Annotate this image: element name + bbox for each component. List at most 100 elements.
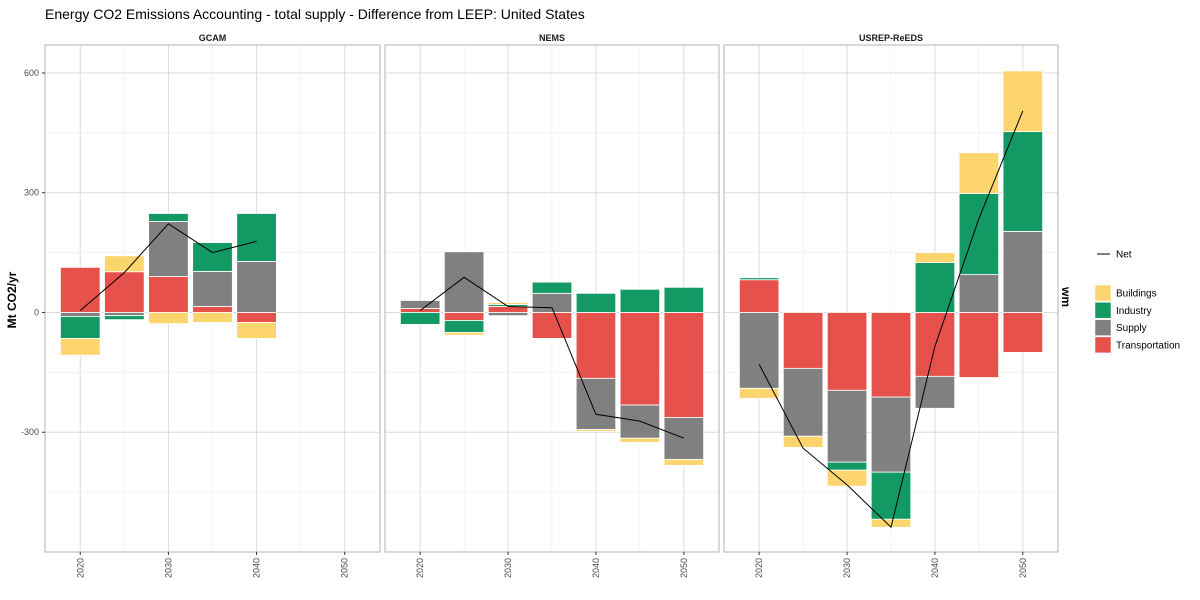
bar-segment-buildings: [148, 312, 189, 325]
bar-segment-industry: [399, 312, 441, 325]
y-axis: -300 0 300 600: [21, 68, 45, 437]
bar-segment-industry: [1002, 131, 1044, 232]
bar-segment-supply: [531, 292, 573, 313]
bar-segment-industry: [104, 315, 145, 321]
bar-segment-transportation: [399, 308, 441, 313]
x-tick-label: 2020: [75, 558, 85, 578]
bar-segment-transportation: [148, 276, 189, 313]
bar-segment-industry: [531, 281, 573, 294]
legend: Net Buildings Industry Supply Transportation: [1094, 250, 1180, 354]
right-strip-label: wm: [1059, 286, 1073, 307]
chart-title: Energy CO2 Emissions Accounting - total …: [45, 6, 585, 22]
bar-segment-industry: [826, 461, 868, 471]
panel-strip: [724, 29, 1058, 45]
bar-segment-transportation: [914, 312, 956, 377]
y-tick-label: -300: [21, 427, 39, 437]
bar-segment-buildings: [104, 255, 145, 273]
bar-segment-supply: [192, 270, 233, 307]
bar-segment-transportation: [826, 312, 868, 391]
legend-key-buildings: [1094, 284, 1112, 302]
bar-segment-transportation: [738, 279, 780, 313]
panel-usrep-reeds: USREP-ReEDS 2020 2030 2040 2050: [723, 29, 1059, 578]
bar-segment-transportation: [236, 312, 277, 323]
bar-segment-transportation: [619, 312, 661, 406]
y-axis-title: Mt CO2/yr: [5, 271, 19, 328]
bar-segment-industry: [738, 277, 780, 281]
y-tick-label: 0: [34, 307, 39, 317]
x-tick-label: 2040: [930, 558, 940, 578]
bar-segment-transportation: [60, 266, 101, 313]
panel-gcam: GCAM 2020 2030 2040 2050: [44, 29, 381, 578]
bar-segment-transportation: [958, 312, 1000, 378]
bar-segment-buildings: [575, 429, 617, 432]
bar-segment-industry: [914, 262, 956, 313]
bar-segment-transportation: [487, 306, 529, 313]
bar-segment-industry: [60, 316, 101, 339]
bar-segment-transportation: [663, 312, 705, 418]
x-tick-label: 2020: [415, 558, 425, 578]
bar-segment-industry: [575, 292, 617, 313]
bar-segment-transportation: [575, 312, 617, 379]
bar-segment-buildings: [619, 437, 661, 443]
bar-segment-industry: [236, 213, 277, 262]
legend-label-industry: Industry: [1116, 306, 1152, 317]
legend-label-buildings: Buildings: [1116, 289, 1157, 300]
bar-segment-supply: [738, 312, 780, 389]
bar-segment-industry: [619, 288, 661, 313]
panel-strip-label: NEMS: [539, 33, 565, 43]
legend-label-supply: Supply: [1116, 323, 1147, 334]
bar-segment-supply: [148, 221, 189, 277]
bar-segment-supply: [870, 396, 912, 473]
panels-layer: GCAM 2020 2030 2040 2050 NEMS 2020 2030 2040 2050…: [44, 29, 1059, 578]
y-tick-label: 600: [24, 68, 39, 78]
bar-segment-buildings: [826, 469, 868, 487]
y-tick-label: 300: [24, 188, 39, 198]
bar-segment-industry: [192, 242, 233, 272]
panel-strip: [385, 29, 719, 45]
bar-segment-industry: [958, 193, 1000, 275]
panel-nems: NEMS 2020 2030 2040 2050: [384, 29, 720, 578]
bar-segment-supply: [958, 274, 1000, 313]
x-tick-label: 2020: [754, 558, 764, 578]
panel-strip: [45, 29, 380, 45]
bar-segment-supply: [399, 300, 441, 309]
bar-segment-transportation: [1002, 312, 1044, 353]
bar-segment-transportation: [531, 312, 573, 339]
bar-segment-industry: [870, 471, 912, 520]
x-tick-label: 2030: [503, 558, 513, 578]
net-line: [419, 276, 684, 439]
panel-border: [384, 44, 720, 553]
bar-segment-transportation: [443, 312, 485, 321]
bar-segment-supply: [826, 389, 868, 463]
bar-segment-supply: [663, 417, 705, 460]
legend-key-supply: [1094, 319, 1112, 336]
net-line: [758, 110, 1024, 529]
bar-segment-industry: [443, 320, 485, 333]
bar-segment-buildings: [60, 338, 101, 356]
legend-label-net: Net: [1116, 250, 1132, 261]
x-tick-label: 2050: [1018, 558, 1028, 578]
bar-segment-supply: [60, 312, 101, 317]
panel-border: [44, 44, 381, 553]
panel-strip-label: GCAM: [199, 33, 227, 43]
bar-segment-industry: [148, 213, 189, 222]
bar-segment-buildings: [443, 332, 485, 336]
bar-segment-industry: [663, 286, 705, 313]
bar-segment-buildings: [782, 435, 824, 448]
bar-segment-supply: [619, 404, 661, 439]
bar-segment-transportation: [104, 271, 145, 313]
x-tick-label: 2050: [340, 558, 350, 578]
panel-border: [723, 44, 1059, 553]
bar-segment-supply: [487, 312, 529, 317]
x-tick-label: 2030: [163, 558, 173, 578]
bar-segment-buildings: [738, 387, 780, 399]
panel-strip-label: USREP-ReEDS: [859, 33, 923, 43]
bar-segment-buildings: [958, 152, 1000, 194]
bar-segment-buildings: [1002, 70, 1044, 133]
bar-segment-transportation: [870, 312, 912, 398]
bar-segment-buildings: [487, 302, 529, 305]
bar-segment-buildings: [192, 312, 233, 323]
bar-segment-supply: [104, 312, 145, 317]
bar-segment-supply: [782, 367, 824, 437]
